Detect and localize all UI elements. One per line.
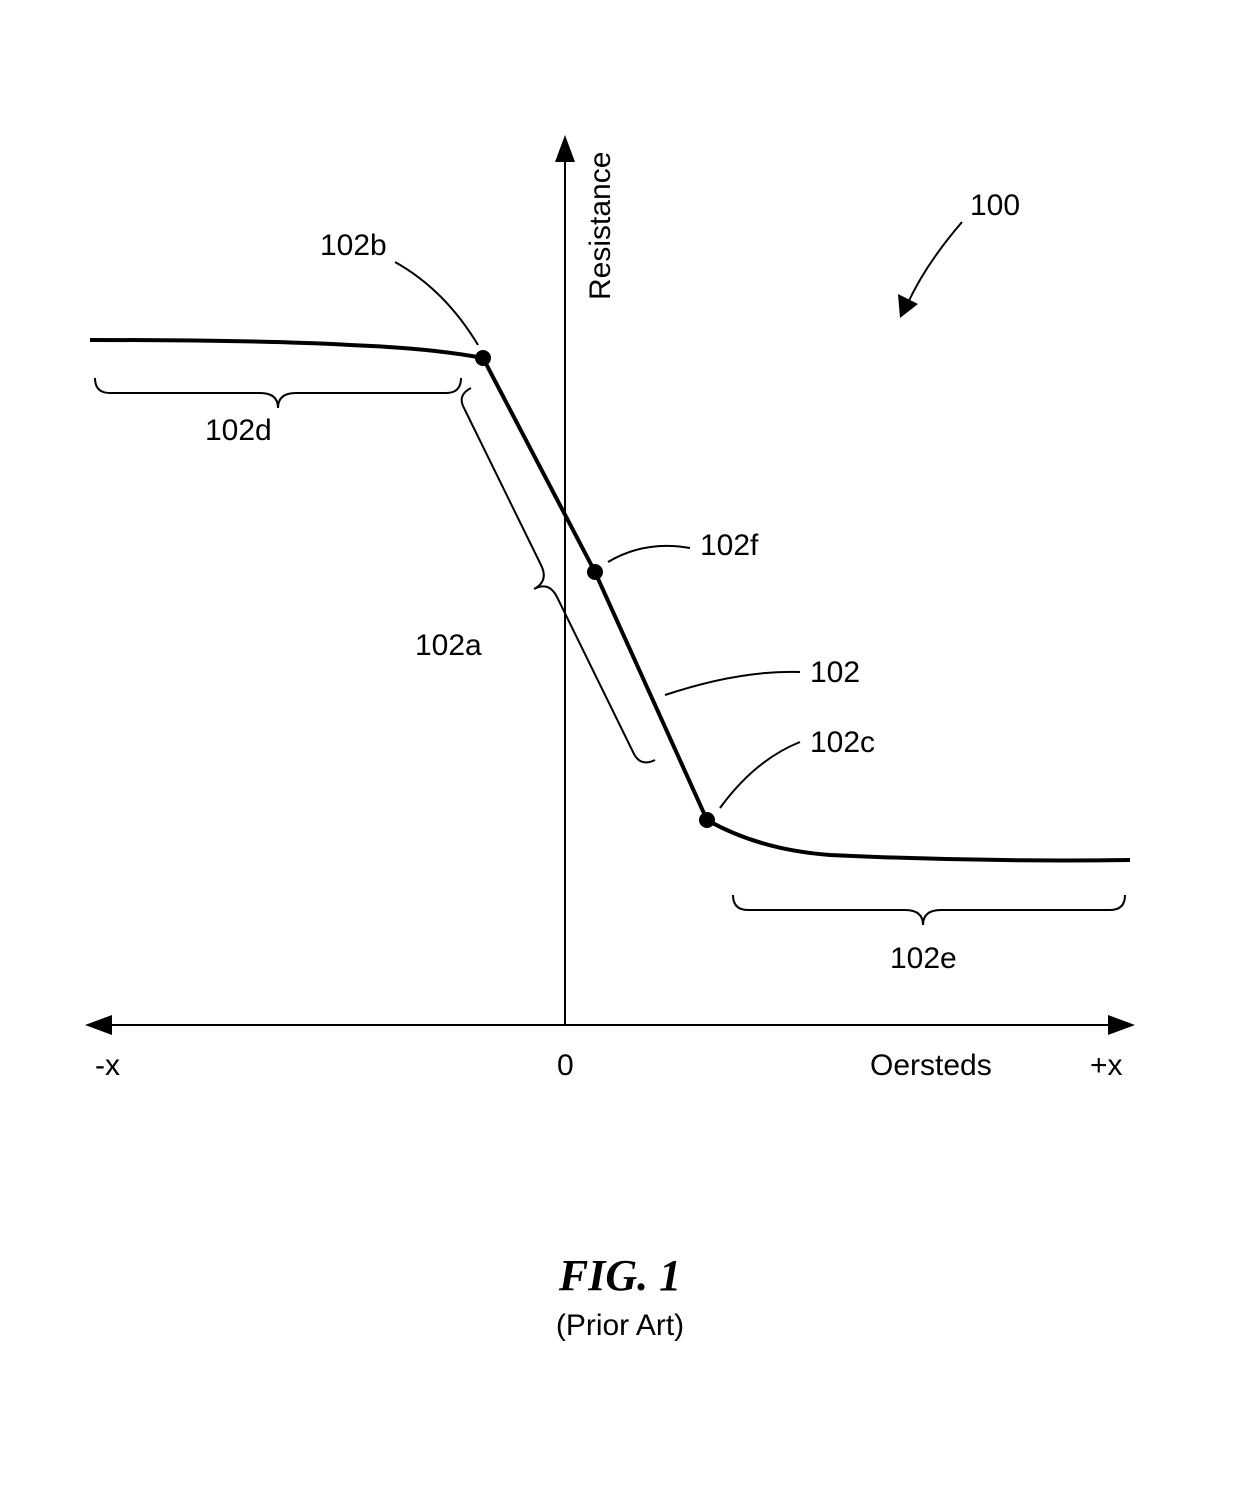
point-102b [475,350,491,366]
point-102c [699,812,715,828]
leader-102c [720,742,800,808]
label-102d: 102d [205,414,272,447]
x-label: Oersteds [870,1049,992,1082]
brace-102a [462,388,655,762]
diagram-container: -x 0 Oersteds +x Resistance 100 102b 102… [0,0,1240,1510]
x-axis-arrow-left [85,1015,112,1035]
x-axis-arrow-right [1108,1015,1135,1035]
label-102f: 102f [700,529,759,562]
label-102a: 102a [415,629,482,662]
brace-102d [95,378,461,408]
figure-subtitle: (Prior Art) [556,1309,684,1342]
brace-102e [733,895,1125,925]
label-102b: 102b [320,229,387,262]
point-102f [587,564,603,580]
label-102e: 102e [890,942,957,975]
leader-100-arrowhead [898,294,918,318]
leader-102f [608,546,690,562]
x-left-label: -x [95,1049,120,1082]
x-origin-label: 0 [557,1049,574,1082]
x-right-label: +x [1090,1049,1123,1082]
label-102: 102 [810,656,860,689]
figure-title: FIG. 1 [558,1251,681,1300]
y-axis-arrow-up [555,135,575,162]
label-102c: 102c [810,726,875,759]
label-100: 100 [970,189,1020,222]
leader-102 [665,672,800,695]
figure-svg: -x 0 Oersteds +x Resistance 100 102b 102… [0,0,1240,1510]
leader-100 [907,222,962,305]
leader-102b [395,262,478,345]
y-label: Resistance [584,152,617,300]
